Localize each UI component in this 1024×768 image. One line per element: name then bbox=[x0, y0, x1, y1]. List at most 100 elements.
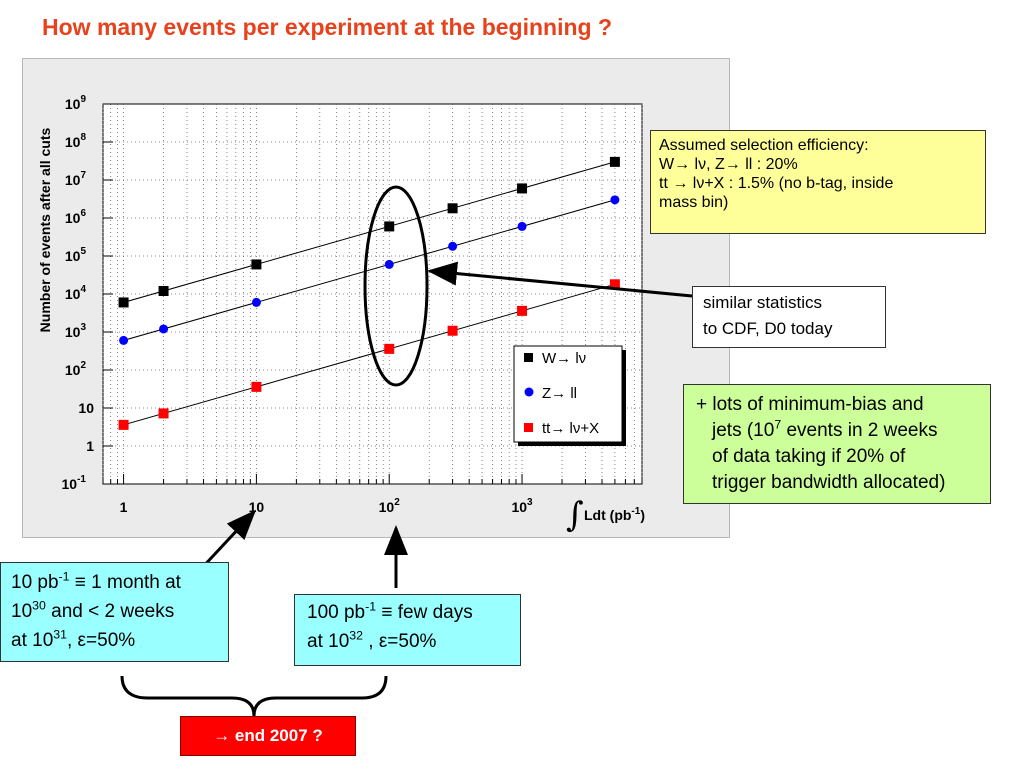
data-point-z bbox=[610, 195, 620, 205]
similar-line-1: similar statistics bbox=[703, 293, 823, 312]
hundred-pb-line-1: 100 pb-1 ≡ few days bbox=[307, 598, 520, 627]
data-point-tt bbox=[609, 279, 620, 290]
hundred-pb-note: 100 pb-1 ≡ few days at 1032 , ε=50% bbox=[294, 594, 521, 666]
x-tick-base: 10 bbox=[511, 499, 527, 515]
data-point-tt bbox=[447, 325, 458, 336]
data-point-w bbox=[609, 156, 620, 167]
minbias-line-2: jets (107 events in 2 weeks bbox=[696, 418, 990, 444]
data-point-z bbox=[517, 221, 527, 231]
points-layer bbox=[118, 156, 620, 430]
x-tick-label: 102 bbox=[379, 497, 401, 515]
y-tick-label: 10-1 bbox=[62, 474, 87, 492]
x-tick-label: 10 bbox=[249, 499, 265, 515]
slide-title: How many events per experiment at the be… bbox=[42, 14, 613, 40]
data-point-tt bbox=[517, 305, 528, 316]
y-tick-label: 109 bbox=[65, 94, 87, 112]
y-tick-label: 108 bbox=[65, 132, 87, 150]
hundred-pb-line-1b: ≡ few days bbox=[376, 602, 473, 623]
data-point-z bbox=[119, 335, 129, 345]
ten-pb-line-3b: , ε=50% bbox=[67, 630, 136, 651]
y-tick-base: 10 bbox=[62, 476, 78, 492]
x-tick-base: 1 bbox=[120, 499, 128, 515]
y-tick-base: 10 bbox=[78, 400, 94, 416]
data-point-tt bbox=[384, 343, 395, 354]
efficiency-line-1: Assumed selection efficiency: bbox=[659, 137, 869, 154]
fit-line-z bbox=[123, 199, 616, 341]
data-point-w bbox=[517, 183, 528, 194]
y-tick-base: 10 bbox=[65, 362, 81, 378]
y-tick-exp: 6 bbox=[80, 208, 86, 219]
data-point-tt bbox=[251, 381, 262, 392]
efficiency-line-4: mass bin) bbox=[659, 194, 729, 211]
x-tick-base: 10 bbox=[379, 499, 395, 515]
minbias-line-1: + lots of minimum-bias and bbox=[696, 394, 924, 415]
efficiency-line-2: W→ lν, Z→ ll : 20% bbox=[659, 156, 798, 173]
ten-pb-note: 10 pb-1 ≡ 1 month at 1030 and < 2 weeks … bbox=[0, 562, 229, 662]
data-point-w bbox=[384, 221, 395, 232]
y-tick-exp: 8 bbox=[80, 132, 86, 143]
x-tick-labels: 1 10 102 103 bbox=[120, 497, 533, 515]
y-tick-label: 106 bbox=[65, 208, 87, 226]
y-tick-label: 107 bbox=[65, 170, 87, 188]
x-tick-label: 1 bbox=[120, 499, 128, 515]
y-tick-exp: 5 bbox=[80, 246, 86, 257]
minbias-line-4: trigger bandwidth allocated) bbox=[712, 472, 946, 493]
data-point-w bbox=[447, 203, 458, 214]
ten-pb-line-3-exp: 31 bbox=[53, 627, 67, 642]
data-point-tt bbox=[118, 419, 129, 430]
legend-label-w: W→ lν bbox=[542, 350, 586, 367]
efficiency-note: Assumed selection efficiency: W→ lν, Z→ … bbox=[650, 130, 986, 234]
y-tick-exp: 4 bbox=[80, 284, 86, 295]
data-point-z bbox=[448, 241, 458, 251]
y-tick-base: 1 bbox=[86, 438, 94, 454]
y-tick-exp: 2 bbox=[80, 360, 86, 371]
end-2007-label: → end 2007 ? bbox=[180, 716, 356, 756]
x-tick-exp: 2 bbox=[394, 497, 400, 508]
y-tick-exp: -1 bbox=[77, 474, 86, 485]
x-tick-base: 10 bbox=[249, 499, 265, 515]
data-point-tt bbox=[158, 408, 169, 419]
ten-pb-line-2: 1030 and < 2 weeks bbox=[11, 597, 228, 626]
y-tick-base: 10 bbox=[65, 248, 81, 264]
x-tick-exp: 3 bbox=[527, 497, 533, 508]
ten-pb-line-2a: 10 bbox=[11, 601, 33, 622]
y-tick-exp: 7 bbox=[80, 170, 86, 181]
summary-brace bbox=[120, 675, 388, 717]
ten-pb-line-1: 10 pb-1 ≡ 1 month at bbox=[11, 568, 228, 597]
hundred-pb-line-1-exp: -1 bbox=[365, 599, 377, 614]
x-axis-title-close: ) bbox=[640, 507, 645, 523]
y-tick-base: 10 bbox=[65, 96, 81, 112]
y-tick-label: 105 bbox=[65, 246, 87, 264]
legend-marker-tt bbox=[524, 423, 533, 432]
y-tick-label: 10 bbox=[78, 400, 94, 416]
ten-pb-line-3: at 1031, ε=50% bbox=[11, 626, 228, 655]
x-axis-title-exp: -1 bbox=[631, 506, 640, 517]
x-axis-title: Ldt (pb-1) bbox=[584, 506, 645, 523]
legend-marker-w bbox=[524, 353, 533, 362]
data-point-w bbox=[158, 285, 169, 296]
y-axis-title: Number of events after all cuts bbox=[37, 127, 53, 332]
efficiency-line-3: tt → lν+X : 1.5% (no b-tag, inside bbox=[659, 175, 894, 192]
y-tick-label: 103 bbox=[65, 322, 87, 340]
legend-label-z: Z→ ll bbox=[542, 385, 577, 402]
ten-pb-line-3a: at 10 bbox=[11, 630, 54, 651]
y-tick-base: 10 bbox=[65, 172, 81, 188]
legend-label-tt: tt→ lν+X bbox=[542, 420, 599, 437]
ten-pb-arrow bbox=[198, 509, 257, 572]
similar-stats-arrow bbox=[427, 261, 693, 298]
y-tick-base: 10 bbox=[65, 134, 81, 150]
minbias-line-2-exp: 7 bbox=[774, 417, 782, 432]
ten-pb-line-1b: ≡ 1 month at bbox=[69, 572, 181, 593]
data-point-w bbox=[118, 297, 129, 308]
ten-pb-line-2-exp: 30 bbox=[32, 598, 46, 613]
x-axis-integral: ∫ bbox=[566, 495, 584, 535]
data-point-z bbox=[159, 324, 169, 334]
hundred-pb-line-2b: , ε=50% bbox=[363, 631, 437, 652]
hundred-pb-line-2: at 1032 , ε=50% bbox=[307, 627, 520, 656]
ten-pb-line-2b: and < 2 weeks bbox=[45, 601, 175, 622]
y-tick-label: 104 bbox=[65, 284, 87, 302]
minbias-line-3: of data taking if 20% of bbox=[712, 446, 906, 467]
y-tick-base: 10 bbox=[65, 286, 81, 302]
